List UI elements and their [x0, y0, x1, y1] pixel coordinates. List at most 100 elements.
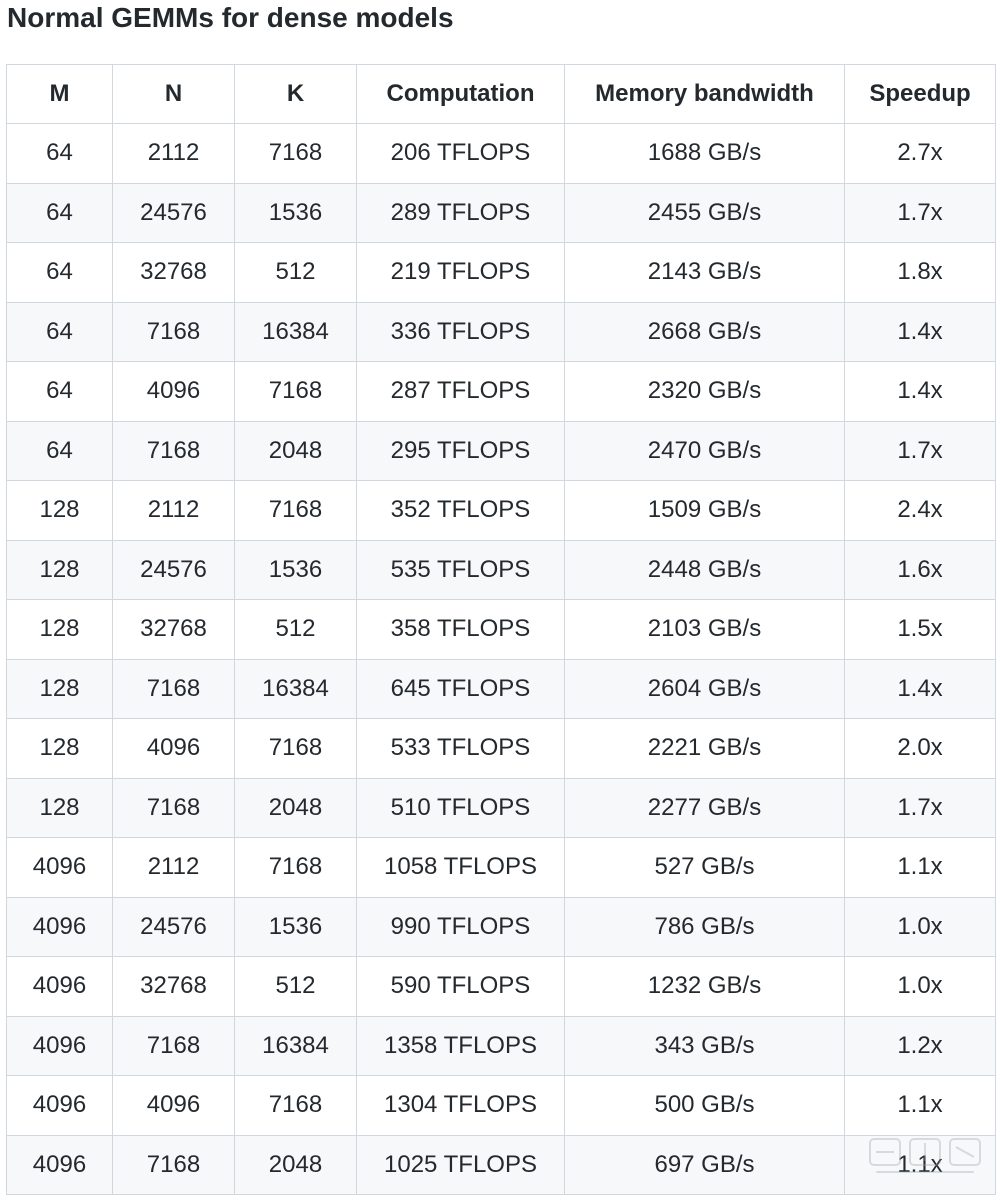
cell-k: 512 [234, 956, 357, 1017]
cell-m: 4096 [6, 896, 113, 957]
cell-n: 24576 [112, 182, 235, 243]
header-cell-computation: Computation [356, 64, 565, 124]
cell-n: 32768 [112, 242, 235, 303]
cell-memory-bandwidth: 2103 GB/s [564, 599, 845, 660]
cell-k: 16384 [234, 1015, 357, 1076]
cell-k: 7168 [234, 361, 357, 422]
cell-speedup: 2.4x [844, 480, 996, 541]
cell-memory-bandwidth: 2320 GB/s [564, 361, 845, 422]
table-row: 4096 24576 1536 990 TFLOPS 786 GB/s 1.0x [6, 896, 996, 957]
cell-k: 7168 [234, 718, 357, 779]
cell-k: 7168 [234, 837, 357, 898]
cell-speedup: 1.8x [844, 242, 996, 303]
cell-n: 32768 [112, 599, 235, 660]
cell-m: 128 [6, 480, 113, 541]
cell-n: 4096 [112, 1075, 235, 1136]
cell-m: 4096 [6, 837, 113, 898]
cell-n: 7168 [112, 1015, 235, 1076]
cell-memory-bandwidth: 1232 GB/s [564, 956, 845, 1017]
cell-computation: 535 TFLOPS [356, 539, 565, 600]
cell-speedup: 1.4x [844, 361, 996, 422]
cell-n: 7168 [112, 658, 235, 719]
cell-n: 7168 [112, 1134, 235, 1195]
cell-speedup: 1.0x [844, 896, 996, 957]
table-row: 128 24576 1536 535 TFLOPS 2448 GB/s 1.6x [6, 539, 996, 600]
table-row: 64 32768 512 219 TFLOPS 2143 GB/s 1.8x [6, 242, 996, 303]
cell-memory-bandwidth: 697 GB/s [564, 1134, 845, 1195]
table-row: 128 7168 16384 645 TFLOPS 2604 GB/s 1.4x [6, 658, 996, 719]
table-row: 64 7168 16384 336 TFLOPS 2668 GB/s 1.4x [6, 301, 996, 362]
header-cell-n: N [112, 64, 235, 124]
table-row: 4096 2112 7168 1058 TFLOPS 527 GB/s 1.1x [6, 837, 996, 898]
cell-k: 2048 [234, 420, 357, 481]
cell-computation: 289 TFLOPS [356, 182, 565, 243]
cell-m: 64 [6, 123, 113, 184]
cell-speedup: 2.7x [844, 123, 996, 184]
table-row: 4096 32768 512 590 TFLOPS 1232 GB/s 1.0x [6, 956, 996, 1017]
cell-n: 32768 [112, 956, 235, 1017]
cell-memory-bandwidth: 527 GB/s [564, 837, 845, 898]
cell-n: 4096 [112, 718, 235, 779]
cell-computation: 295 TFLOPS [356, 420, 565, 481]
table-row: 64 2112 7168 206 TFLOPS 1688 GB/s 2.7x [6, 123, 996, 184]
table-row: 128 2112 7168 352 TFLOPS 1509 GB/s 2.4x [6, 480, 996, 541]
cell-n: 7168 [112, 301, 235, 362]
cell-m: 64 [6, 420, 113, 481]
table-row: 4096 7168 16384 1358 TFLOPS 343 GB/s 1.2x [6, 1015, 996, 1076]
table-row: 4096 4096 7168 1304 TFLOPS 500 GB/s 1.1x [6, 1075, 996, 1136]
cell-computation: 287 TFLOPS [356, 361, 565, 422]
table-row: 64 7168 2048 295 TFLOPS 2470 GB/s 1.7x [6, 420, 996, 481]
cell-k: 16384 [234, 301, 357, 362]
cell-k: 2048 [234, 1134, 357, 1195]
cell-memory-bandwidth: 343 GB/s [564, 1015, 845, 1076]
header-cell-k: K [234, 64, 357, 124]
table-title: Normal GEMMs for dense models [7, 2, 454, 33]
cell-speedup: 1.2x [844, 1015, 996, 1076]
cell-n: 7168 [112, 777, 235, 838]
cell-speedup: 1.5x [844, 599, 996, 660]
cell-memory-bandwidth: 2668 GB/s [564, 301, 845, 362]
header-cell-speedup: Speedup [844, 64, 996, 124]
cell-computation: 352 TFLOPS [356, 480, 565, 541]
cell-k: 7168 [234, 480, 357, 541]
table-row: 4096 7168 2048 1025 TFLOPS 697 GB/s 1.1x [6, 1134, 996, 1195]
cell-computation: 510 TFLOPS [356, 777, 565, 838]
header-row: M N K Computation Memory bandwidth Speed… [6, 64, 996, 124]
cell-computation: 990 TFLOPS [356, 896, 565, 957]
cell-computation: 533 TFLOPS [356, 718, 565, 779]
cell-m: 128 [6, 718, 113, 779]
cell-speedup: 1.4x [844, 658, 996, 719]
table-row: 128 7168 2048 510 TFLOPS 2277 GB/s 1.7x [6, 777, 996, 838]
cell-m: 128 [6, 777, 113, 838]
cell-memory-bandwidth: 2470 GB/s [564, 420, 845, 481]
cell-memory-bandwidth: 786 GB/s [564, 896, 845, 957]
cell-memory-bandwidth: 2143 GB/s [564, 242, 845, 303]
cell-speedup: 2.0x [844, 718, 996, 779]
cell-m: 128 [6, 539, 113, 600]
cell-k: 1536 [234, 182, 357, 243]
cell-speedup: 1.7x [844, 182, 996, 243]
table-row: 128 4096 7168 533 TFLOPS 2221 GB/s 2.0x [6, 718, 996, 779]
cell-m: 128 [6, 658, 113, 719]
cell-memory-bandwidth: 2448 GB/s [564, 539, 845, 600]
cell-speedup: 1.1x [844, 1075, 996, 1136]
cell-computation: 219 TFLOPS [356, 242, 565, 303]
cell-k: 1536 [234, 539, 357, 600]
header-cell-memory-bandwidth: Memory bandwidth [564, 64, 845, 124]
cell-m: 4096 [6, 1134, 113, 1195]
cell-computation: 1304 TFLOPS [356, 1075, 565, 1136]
cell-n: 2112 [112, 123, 235, 184]
cell-k: 512 [234, 242, 357, 303]
cell-n: 24576 [112, 896, 235, 957]
table-row: 128 32768 512 358 TFLOPS 2103 GB/s 1.5x [6, 599, 996, 660]
cell-memory-bandwidth: 2221 GB/s [564, 718, 845, 779]
cell-speedup: 1.6x [844, 539, 996, 600]
cell-speedup: 1.1x [844, 1134, 996, 1195]
cell-n: 2112 [112, 480, 235, 541]
cell-memory-bandwidth: 2455 GB/s [564, 182, 845, 243]
cell-n: 7168 [112, 420, 235, 481]
cell-m: 64 [6, 361, 113, 422]
cell-m: 64 [6, 242, 113, 303]
table-row: 64 24576 1536 289 TFLOPS 2455 GB/s 1.7x [6, 182, 996, 243]
cell-m: 64 [6, 182, 113, 243]
